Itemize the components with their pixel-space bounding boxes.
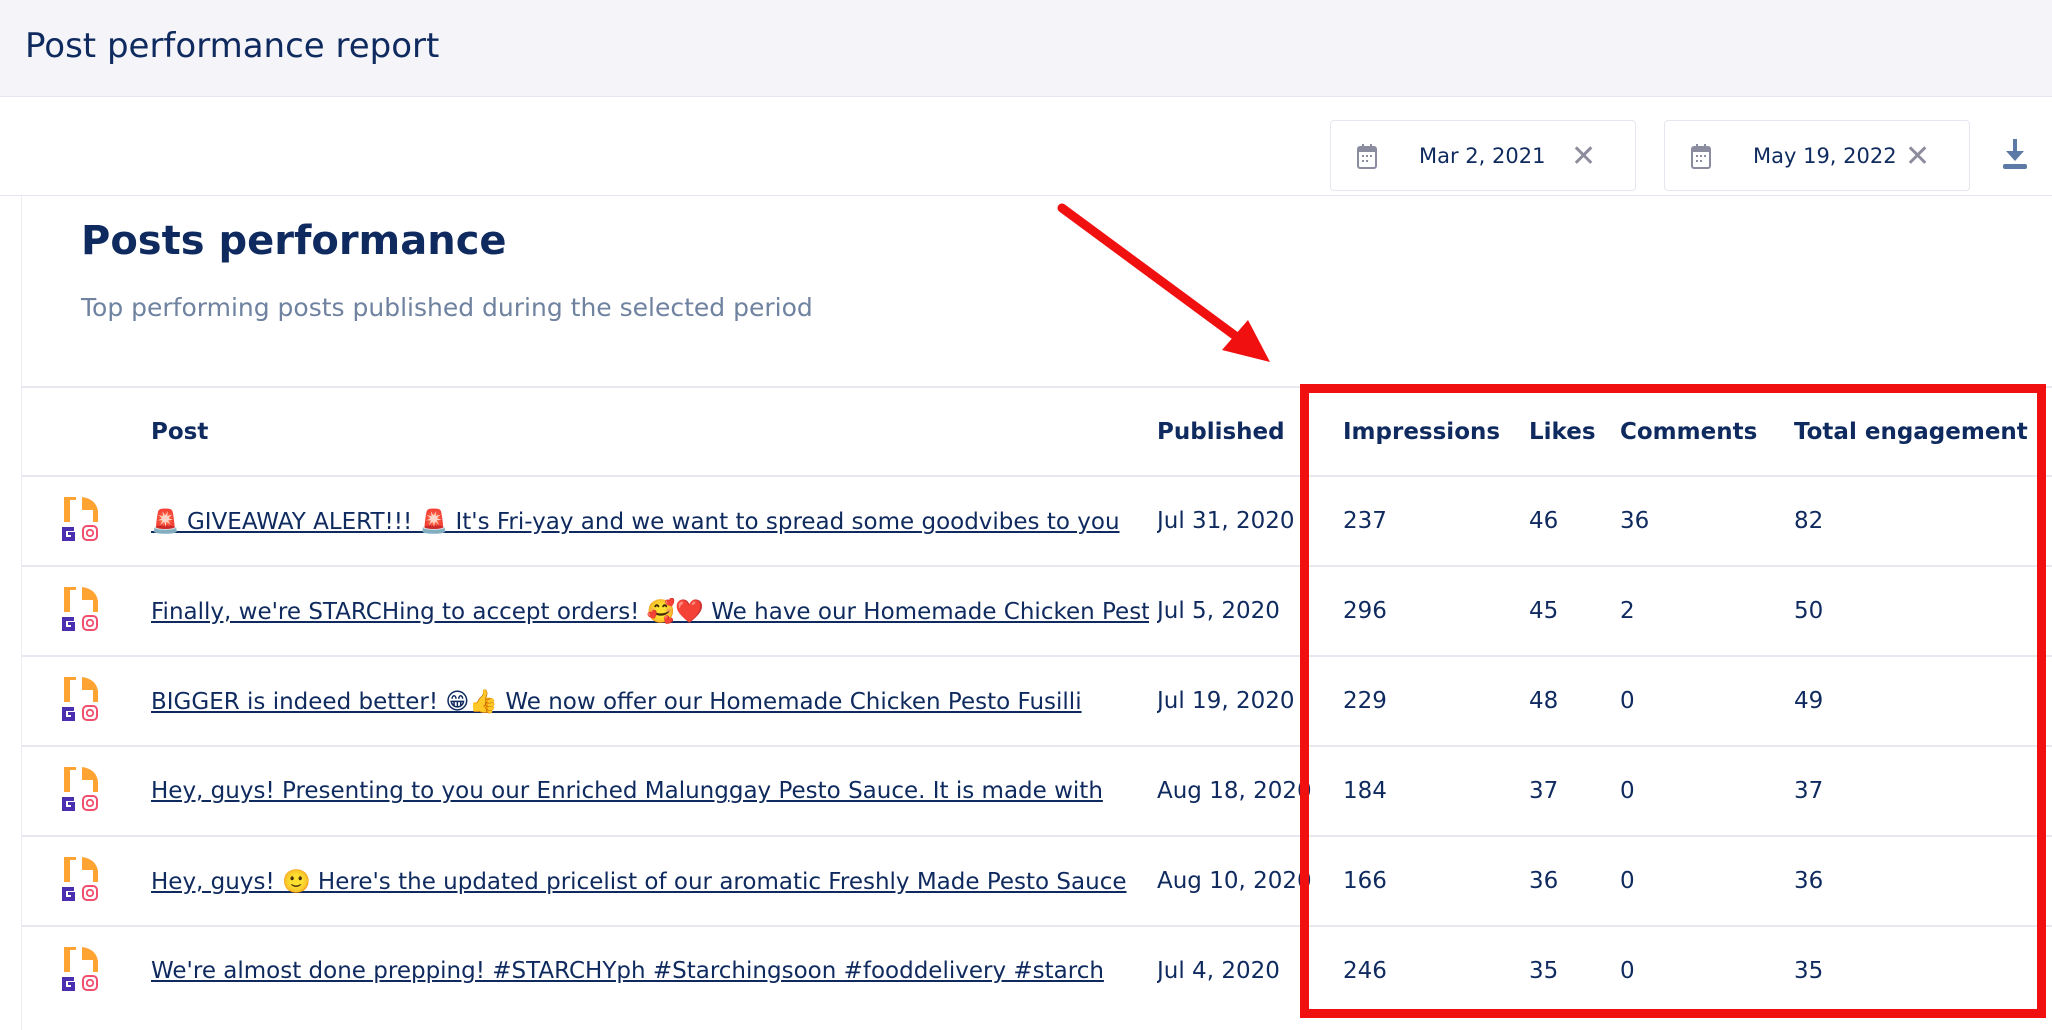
total-engagement-value: 50 (1794, 598, 1824, 624)
total-engagement-value: 35 (1794, 958, 1824, 984)
posts-performance-card: Posts performance Top performing posts p… (21, 196, 2052, 1030)
published-date: Aug 18, 2020 (1157, 778, 1312, 804)
comments-value: 2 (1620, 598, 1635, 624)
impressions-value: 166 (1343, 868, 1387, 894)
total-engagement-value: 49 (1794, 688, 1824, 714)
start-date-value: Mar 2, 2021 (1419, 143, 1546, 168)
page-header: Post performance report (0, 0, 2052, 97)
instagram-account-logo-icon (58, 927, 128, 1015)
published-date: Jul 19, 2020 (1157, 688, 1295, 714)
impressions-value: 184 (1343, 778, 1387, 804)
instagram-account-logo-icon (58, 567, 128, 655)
table-header: Post Published Impressions Likes Comment… (22, 386, 2052, 475)
likes-value: 45 (1529, 598, 1559, 624)
comments-value: 0 (1620, 958, 1635, 984)
column-header-post[interactable]: Post (151, 418, 209, 445)
published-date: Jul 5, 2020 (1157, 598, 1280, 624)
total-engagement-value: 37 (1794, 778, 1824, 804)
post-link[interactable]: 🚨 GIVEAWAY ALERT!!! 🚨 It's Fri-yay and w… (151, 508, 1120, 535)
likes-value: 35 (1529, 958, 1559, 984)
instagram-account-logo-icon (58, 747, 128, 835)
calendar-icon (1357, 144, 1377, 169)
page-title: Post performance report (25, 26, 440, 66)
table-row: Hey, guys! Presenting to you our Enriche… (22, 745, 2052, 835)
comments-value: 0 (1620, 688, 1635, 714)
comments-value: 0 (1620, 778, 1635, 804)
end-date-value: May 19, 2022 (1753, 143, 1897, 168)
published-date: Aug 10, 2020 (1157, 868, 1312, 894)
comments-value: 0 (1620, 868, 1635, 894)
instagram-account-logo-icon (58, 477, 128, 565)
clear-start-date-icon[interactable]: ✕ (1571, 139, 1597, 174)
table-row: BIGGER is indeed better! 😁👍 We now offer… (22, 655, 2052, 745)
column-header-comments[interactable]: Comments (1620, 418, 1758, 445)
post-link[interactable]: Finally, we're STARCHing to accept order… (151, 598, 1149, 625)
post-link[interactable]: Hey, guys! Presenting to you our Enriche… (151, 778, 1103, 804)
column-header-total-engagement[interactable]: Total engagement (1794, 418, 2028, 445)
instagram-account-logo-icon (58, 657, 128, 745)
clear-end-date-icon[interactable]: ✕ (1905, 139, 1931, 174)
likes-value: 46 (1529, 508, 1559, 534)
total-engagement-value: 82 (1794, 508, 1824, 534)
likes-value: 37 (1529, 778, 1559, 804)
table-row: We're almost done prepping! #STARCHYph #… (22, 925, 2052, 1015)
post-link[interactable]: BIGGER is indeed better! 😁👍 We now offer… (151, 688, 1082, 715)
impressions-value: 296 (1343, 598, 1387, 624)
total-engagement-value: 36 (1794, 868, 1824, 894)
post-link[interactable]: We're almost done prepping! #STARCHYph #… (151, 958, 1104, 984)
published-date: Jul 4, 2020 (1157, 958, 1280, 984)
column-header-impressions[interactable]: Impressions (1343, 418, 1501, 445)
likes-value: 36 (1529, 868, 1559, 894)
instagram-account-logo-icon (58, 837, 128, 925)
start-date-picker[interactable]: Mar 2, 2021 ✕ (1330, 120, 1636, 191)
table-row: Hey, guys! 🙂 Here's the updated pricelis… (22, 835, 2052, 925)
impressions-value: 246 (1343, 958, 1387, 984)
comments-value: 36 (1620, 508, 1650, 534)
likes-value: 48 (1529, 688, 1559, 714)
end-date-picker[interactable]: May 19, 2022 ✕ (1664, 120, 1970, 191)
table-row: Finally, we're STARCHing to accept order… (22, 565, 2052, 655)
post-link[interactable]: Hey, guys! 🙂 Here's the updated pricelis… (151, 868, 1127, 895)
column-header-published[interactable]: Published (1157, 418, 1285, 445)
card-subtitle: Top performing posts published during th… (81, 293, 813, 322)
download-icon[interactable] (2002, 139, 2028, 169)
calendar-icon (1691, 144, 1711, 169)
column-header-likes[interactable]: Likes (1529, 418, 1596, 445)
published-date: Jul 31, 2020 (1157, 508, 1295, 534)
card-title: Posts performance (81, 218, 507, 264)
impressions-value: 237 (1343, 508, 1387, 534)
table-row: 🚨 GIVEAWAY ALERT!!! 🚨 It's Fri-yay and w… (22, 475, 2052, 565)
impressions-value: 229 (1343, 688, 1387, 714)
date-toolbar: Mar 2, 2021 ✕ May 19, 2022 ✕ (0, 97, 2052, 196)
